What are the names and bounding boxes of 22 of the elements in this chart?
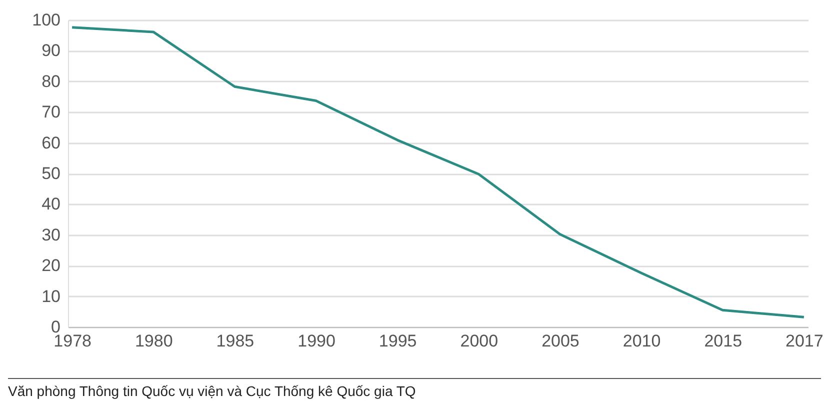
y-tick-label: 20 (42, 256, 60, 276)
y-tick-label: 30 (42, 225, 60, 244)
y-tick-label: 60 (42, 133, 60, 152)
x-tick-label: 1995 (378, 332, 417, 350)
x-tick-label: 1990 (298, 332, 336, 350)
x-tick-label: 2005 (542, 332, 580, 350)
x-tick-label: 2010 (622, 332, 661, 350)
y-tick-label: 50 (42, 164, 60, 183)
y-tick-label: 70 (42, 102, 60, 122)
y-tick-label: 40 (42, 194, 60, 214)
x-tick-label: 1978 (54, 332, 92, 350)
y-tick-label: 10 (42, 286, 60, 306)
line-series (70, 26, 806, 318)
x-tick-label: 2015 (704, 332, 742, 350)
y-tick-label: 80 (42, 72, 60, 91)
x-tick-label: 2000 (460, 332, 498, 350)
y-tick-label: 90 (42, 41, 60, 60)
text: Văn phòng Thông tin Quốc vụ viện và Cục Thống kê Quốc gia TQ (8, 378, 821, 399)
x-tick-label: 1985 (216, 332, 254, 350)
x-tick-label: 1980 (134, 332, 173, 350)
x-tick-label: 2017 (786, 332, 824, 350)
y-tick-label: 100 (32, 10, 60, 30)
